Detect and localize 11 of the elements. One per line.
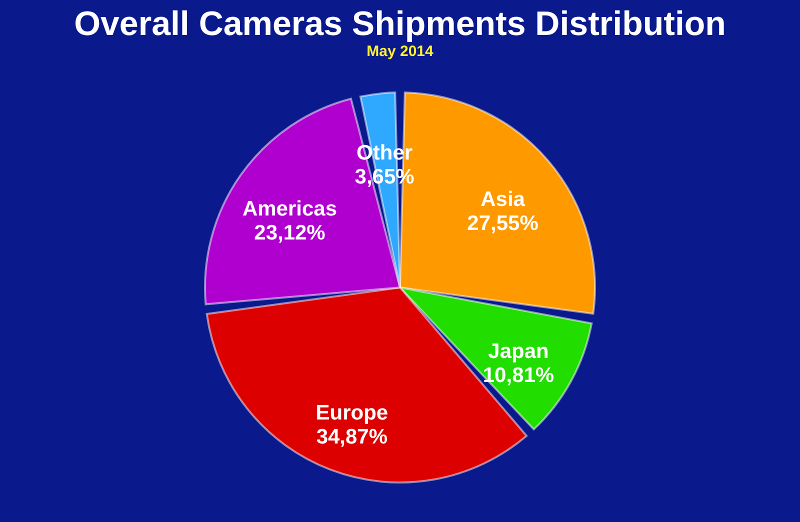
chart-subtitle: May 2014 (366, 43, 434, 60)
slice-label: Japan (488, 340, 549, 364)
slice-label: Americas (242, 198, 338, 221)
chart-title: Overall Cameras Shipments Distribution (74, 5, 726, 43)
data-label: 10,81% (482, 364, 554, 388)
slice-label: Asia (480, 188, 526, 211)
data-label: 3,65% (354, 165, 415, 188)
data-label: 23,12% (254, 222, 326, 245)
slice-label: Europe (316, 402, 388, 425)
data-label: 34,87% (316, 426, 388, 449)
data-label: 27,55% (467, 212, 539, 235)
